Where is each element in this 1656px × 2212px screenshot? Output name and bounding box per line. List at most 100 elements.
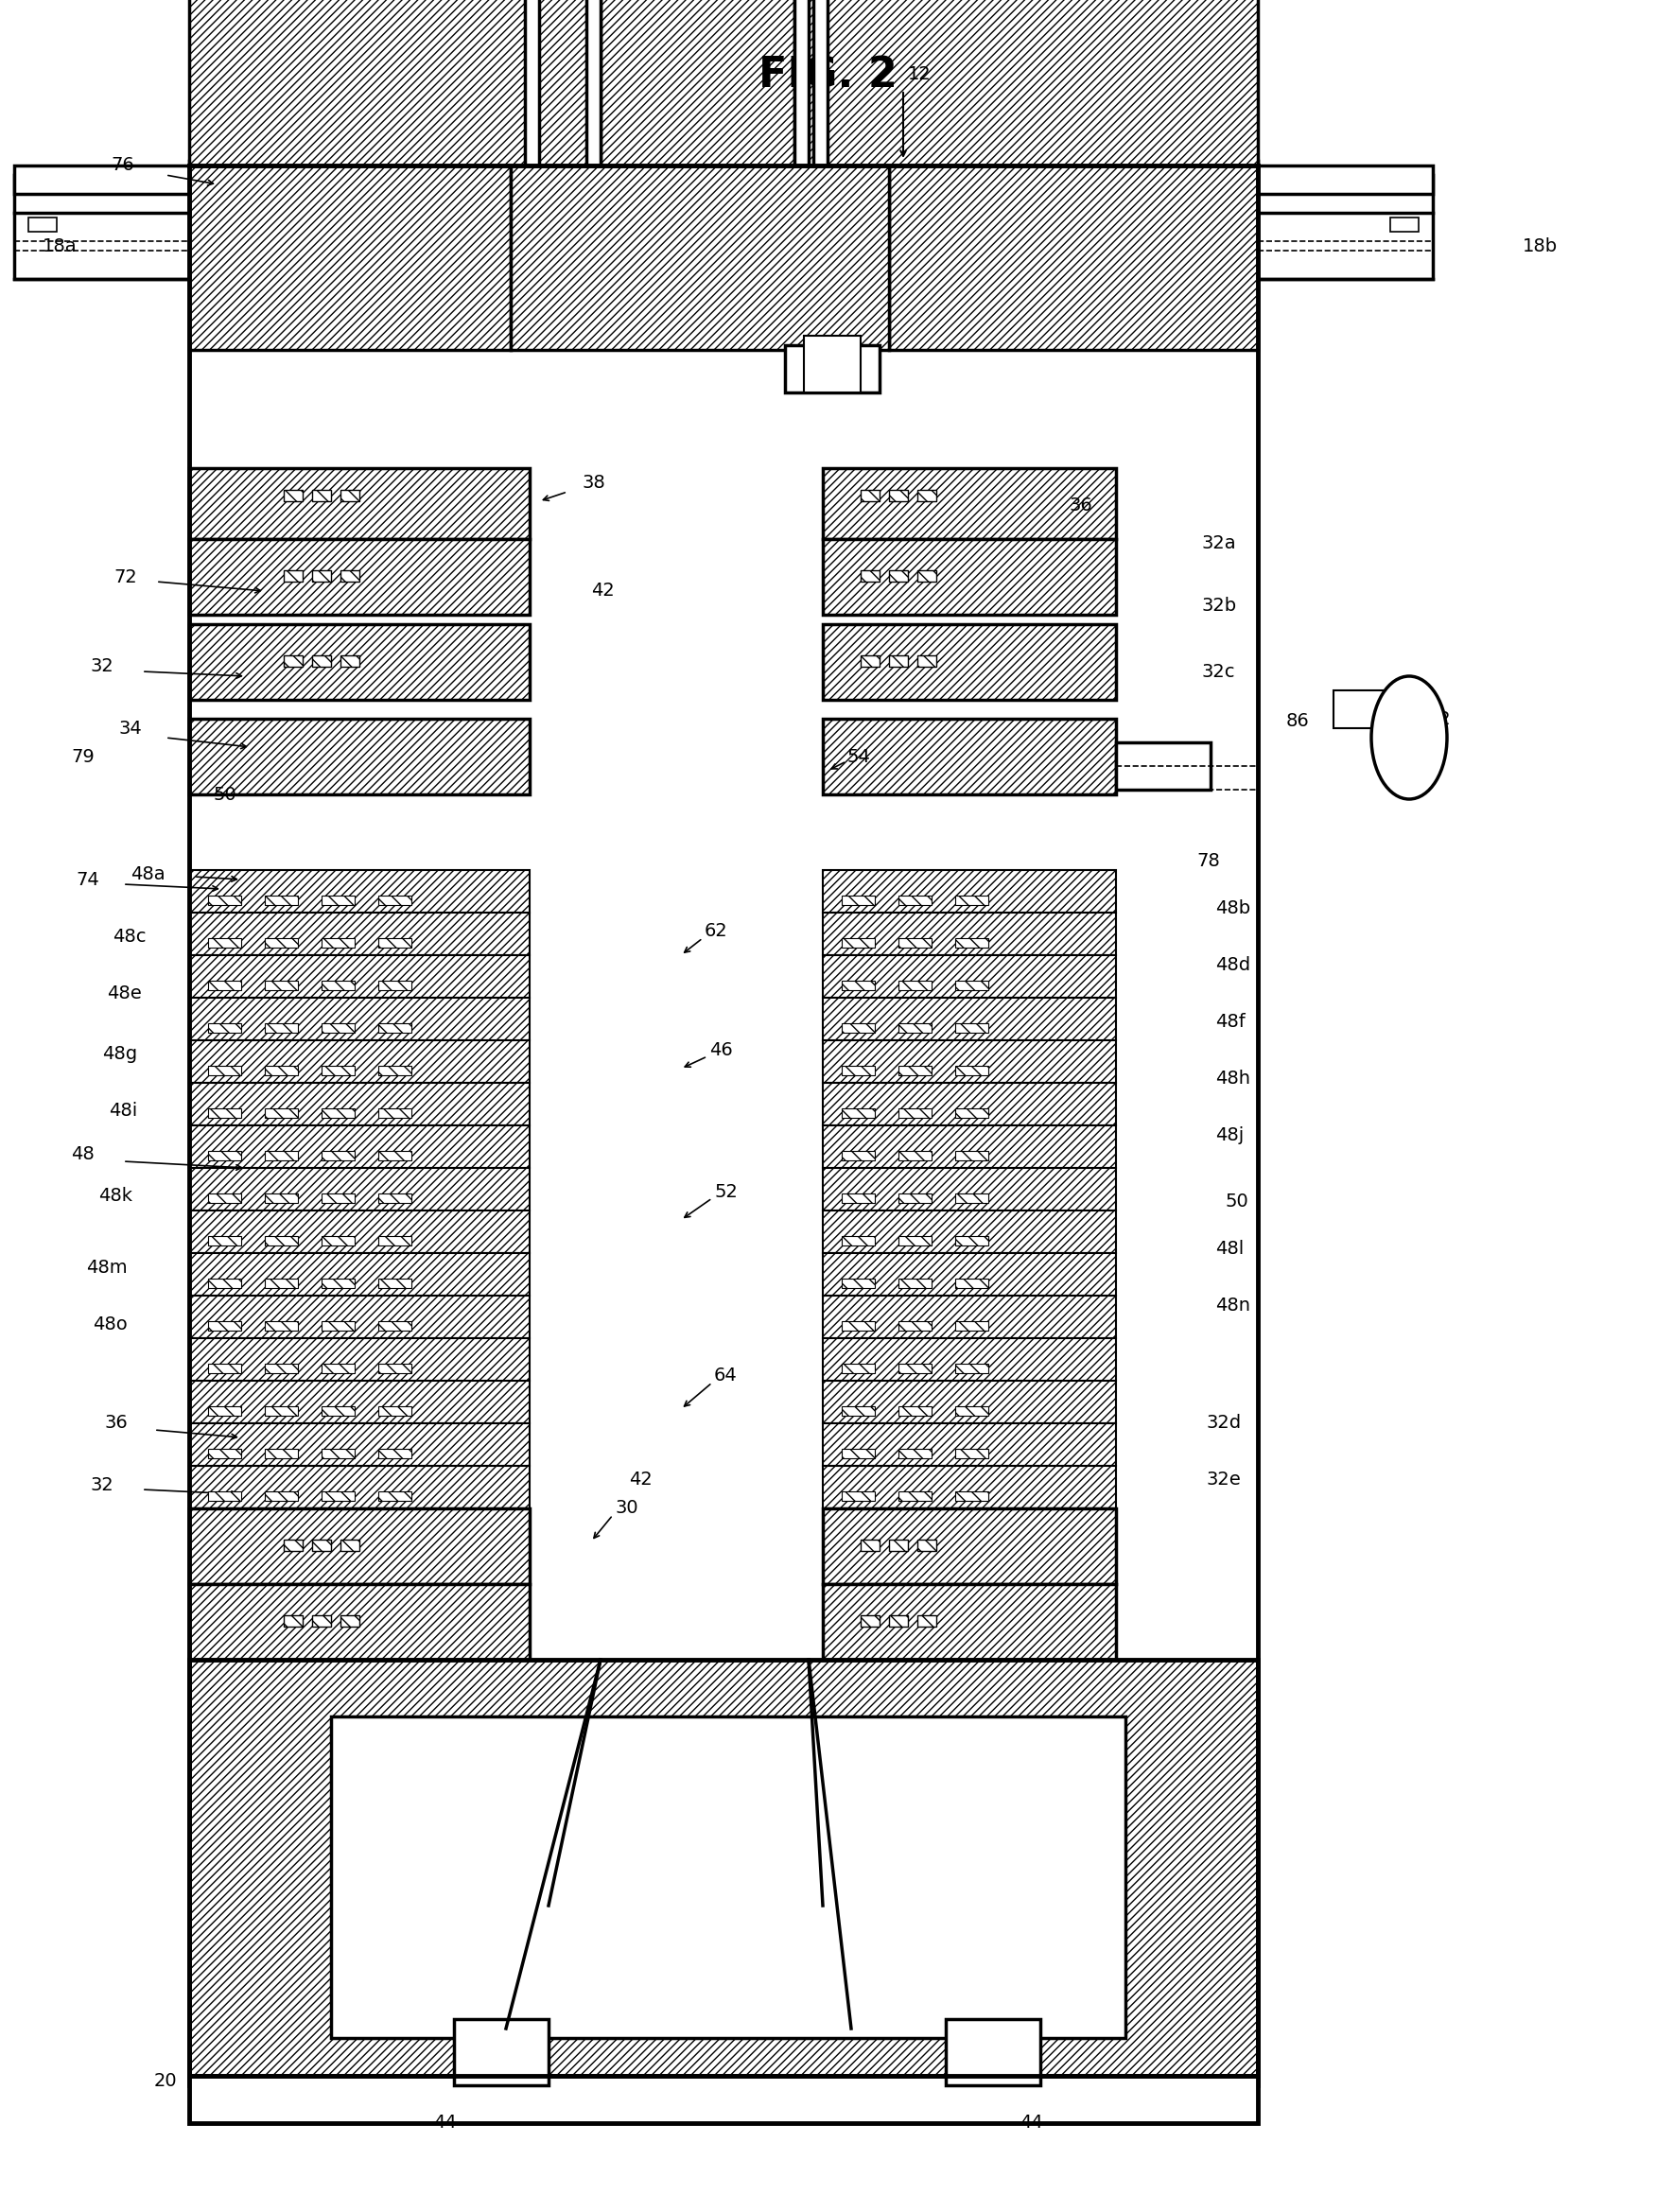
Text: 42: 42: [591, 582, 614, 599]
Bar: [889, 1615, 907, 1626]
Bar: [265, 1066, 298, 1075]
Bar: [956, 1108, 989, 1117]
Bar: [265, 938, 298, 947]
Bar: [823, 1584, 1116, 1659]
Text: 48i: 48i: [109, 1102, 137, 1119]
Bar: [956, 1407, 989, 1416]
Bar: [321, 1491, 354, 1500]
Bar: [823, 624, 1116, 699]
Text: 50: 50: [1225, 1192, 1249, 1210]
Bar: [189, 161, 510, 349]
Bar: [823, 1296, 1116, 1338]
Bar: [189, 1509, 530, 1584]
Bar: [331, 1717, 1126, 2037]
Bar: [209, 1407, 242, 1416]
Bar: [209, 938, 242, 947]
Bar: [823, 1380, 1116, 1422]
Text: 48g: 48g: [103, 1046, 137, 1064]
Bar: [189, 1467, 530, 1509]
Bar: [321, 1407, 354, 1416]
Bar: [956, 1279, 989, 1287]
Bar: [899, 1321, 932, 1332]
Bar: [956, 1194, 989, 1203]
Bar: [956, 1024, 989, 1033]
Bar: [209, 1194, 242, 1203]
Bar: [823, 1422, 1116, 1467]
Bar: [899, 1407, 932, 1416]
Bar: [341, 489, 359, 502]
Bar: [586, 0, 601, 166]
Bar: [189, 1659, 1259, 2086]
Text: 48c: 48c: [113, 927, 147, 945]
Bar: [378, 1237, 411, 1245]
Bar: [209, 896, 242, 905]
Bar: [265, 896, 298, 905]
Bar: [899, 1024, 932, 1033]
Bar: [321, 1237, 354, 1245]
Bar: [1391, 217, 1419, 232]
Text: 32c: 32c: [1201, 661, 1235, 681]
Bar: [321, 1365, 354, 1374]
Bar: [378, 938, 411, 947]
Bar: [209, 1237, 242, 1245]
Bar: [899, 1066, 932, 1075]
Text: 32a: 32a: [1201, 535, 1235, 553]
Text: 42: 42: [629, 1471, 652, 1489]
Bar: [321, 1066, 354, 1075]
Bar: [1259, 166, 1432, 195]
Bar: [209, 1150, 242, 1161]
Bar: [823, 469, 1116, 540]
Bar: [841, 1066, 874, 1075]
Bar: [265, 1491, 298, 1500]
Bar: [899, 1150, 932, 1161]
Bar: [823, 1252, 1116, 1296]
Bar: [823, 1084, 1116, 1126]
Text: 32b: 32b: [1201, 597, 1237, 615]
Bar: [283, 1540, 303, 1551]
Bar: [189, 2075, 1259, 2124]
Bar: [189, 1126, 530, 1168]
Bar: [899, 1194, 932, 1203]
Bar: [341, 655, 359, 666]
Bar: [956, 1066, 989, 1075]
Bar: [378, 1066, 411, 1075]
Bar: [209, 1024, 242, 1033]
Bar: [917, 1540, 936, 1551]
Bar: [899, 1491, 932, 1500]
Text: 32: 32: [89, 657, 114, 675]
Text: 48n: 48n: [1216, 1296, 1250, 1314]
Bar: [841, 1024, 874, 1033]
Text: 74: 74: [76, 872, 99, 889]
Bar: [321, 1449, 354, 1458]
Bar: [917, 489, 936, 502]
Bar: [841, 1491, 874, 1500]
Bar: [378, 1407, 411, 1416]
Bar: [889, 489, 907, 502]
Bar: [283, 1615, 303, 1626]
Text: 36: 36: [1068, 498, 1091, 515]
Bar: [899, 980, 932, 991]
Text: 32e: 32e: [1206, 1471, 1240, 1489]
Text: 76: 76: [111, 157, 134, 175]
Bar: [823, 1126, 1116, 1168]
Text: 52: 52: [714, 1183, 737, 1201]
Text: 48a: 48a: [131, 865, 166, 885]
Bar: [378, 1365, 411, 1374]
Bar: [209, 1365, 242, 1374]
Bar: [823, 719, 1116, 794]
Bar: [209, 1321, 242, 1332]
Text: 34: 34: [119, 719, 142, 737]
Bar: [1333, 690, 1409, 728]
Text: 64: 64: [714, 1367, 737, 1385]
Bar: [189, 956, 530, 998]
Bar: [265, 1321, 298, 1332]
Bar: [889, 655, 907, 666]
Text: 48j: 48j: [1216, 1126, 1244, 1144]
Bar: [265, 1365, 298, 1374]
Bar: [956, 1449, 989, 1458]
Bar: [899, 1237, 932, 1245]
Bar: [785, 345, 879, 392]
Bar: [265, 980, 298, 991]
Text: 48m: 48m: [86, 1259, 128, 1276]
Bar: [861, 489, 879, 502]
